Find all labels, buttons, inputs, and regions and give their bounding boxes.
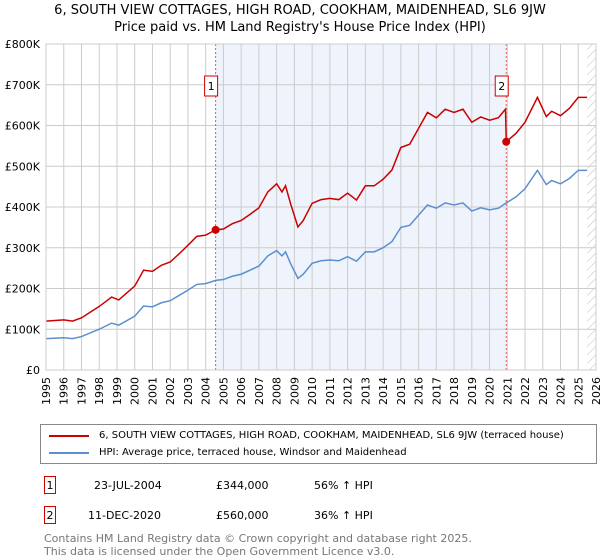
y-tick-label: £200K xyxy=(5,283,41,296)
x-tick-label: 2015 xyxy=(395,377,408,405)
x-tick-label: 2019 xyxy=(466,377,479,405)
footer-licence: This data is licensed under the Open Gov… xyxy=(44,545,395,558)
x-tick-label: 2006 xyxy=(235,377,248,405)
x-tick-label: 2007 xyxy=(253,377,266,405)
x-tick-label: 2004 xyxy=(200,377,213,405)
x-tick-label: 2005 xyxy=(217,377,230,405)
legend-item-hpi: HPI: Average price, terraced house, Wind… xyxy=(49,446,407,460)
x-tick-label: 2014 xyxy=(377,377,390,405)
series-line xyxy=(45,168,588,340)
sale-price: £560,000 xyxy=(216,509,269,522)
sale-badge: 2 xyxy=(44,506,56,524)
series-line xyxy=(45,95,588,322)
x-tick-label: 2009 xyxy=(288,377,301,405)
legend-swatch-red xyxy=(49,435,89,437)
y-tick-label: £800K xyxy=(5,38,41,51)
y-tick-label: £600K xyxy=(5,120,41,133)
x-tick-label: 2010 xyxy=(306,377,319,405)
x-tick-label: 2025 xyxy=(572,377,585,405)
legend: 6, SOUTH VIEW COTTAGES, HIGH ROAD, COOKH… xyxy=(40,424,597,464)
x-tick-label: 2008 xyxy=(271,377,284,405)
chart-subtitle: Price paid vs. HM Land Registry's House … xyxy=(114,20,486,35)
marker-badge xyxy=(494,75,509,97)
x-tick-label: 1996 xyxy=(58,377,71,405)
sale-hpi-diff: 36% ↑ HPI xyxy=(314,509,373,522)
x-tick-label: 2013 xyxy=(359,377,372,405)
sale-point xyxy=(211,225,220,234)
x-tick-label: 1997 xyxy=(75,377,88,405)
plot-border xyxy=(45,43,597,371)
sale-point xyxy=(502,137,511,146)
y-tick-label: £700K xyxy=(5,79,41,92)
sale-badge: 1 xyxy=(44,476,56,494)
x-tick-label: 1998 xyxy=(93,377,106,405)
x-tick-label: 1999 xyxy=(111,377,124,405)
legend-swatch-blue xyxy=(49,452,89,454)
x-tick-label: 1995 xyxy=(40,377,53,405)
x-tick-label: 2002 xyxy=(164,377,177,405)
x-tick-label: 2000 xyxy=(129,377,142,405)
marker-label: 2 xyxy=(498,80,505,93)
x-tick-label: 2024 xyxy=(555,377,568,405)
y-tick-label: £100K xyxy=(5,323,41,336)
x-tick-label: 2017 xyxy=(430,377,443,405)
y-tick-label: £300K xyxy=(5,242,41,255)
marker-badge xyxy=(204,75,219,97)
legend-item-property: 6, SOUTH VIEW COTTAGES, HIGH ROAD, COOKH… xyxy=(49,429,564,443)
y-tick-label: £400K xyxy=(5,201,41,214)
sale-price: £344,000 xyxy=(216,479,269,492)
x-tick-label: 2001 xyxy=(146,377,159,405)
x-tick-label: 2023 xyxy=(537,377,550,405)
x-tick-label: 2021 xyxy=(501,377,514,405)
x-tick-label: 2016 xyxy=(413,377,426,405)
sale-hpi-diff: 56% ↑ HPI xyxy=(314,479,373,492)
chart-title: 6, SOUTH VIEW COTTAGES, HIGH ROAD, COOKH… xyxy=(54,3,546,18)
x-tick-label: 2018 xyxy=(448,377,461,405)
legend-label: 6, SOUTH VIEW COTTAGES, HIGH ROAD, COOKH… xyxy=(99,430,564,441)
legend-label: HPI: Average price, terraced house, Wind… xyxy=(99,447,407,458)
y-tick-label: £0 xyxy=(26,364,40,377)
x-tick-label: 2022 xyxy=(519,377,532,405)
footer-copyright: Contains HM Land Registry data © Crown c… xyxy=(44,532,472,545)
x-tick-label: 2020 xyxy=(484,377,497,405)
y-tick-label: £500K xyxy=(5,160,41,173)
sale-date: 11-DEC-2020 xyxy=(88,509,162,522)
x-tick-label: 2026 xyxy=(590,377,600,405)
x-tick-label: 2003 xyxy=(182,377,195,405)
sale-date: 23-JUL-2004 xyxy=(94,479,162,492)
marker-label: 1 xyxy=(208,80,215,93)
x-tick-label: 2011 xyxy=(324,377,337,405)
line-chart: 1995 1996 1997 1998 1999 2000 2001 2002 2003 2004… xyxy=(5,38,600,405)
x-tick-label: 2012 xyxy=(342,377,355,405)
